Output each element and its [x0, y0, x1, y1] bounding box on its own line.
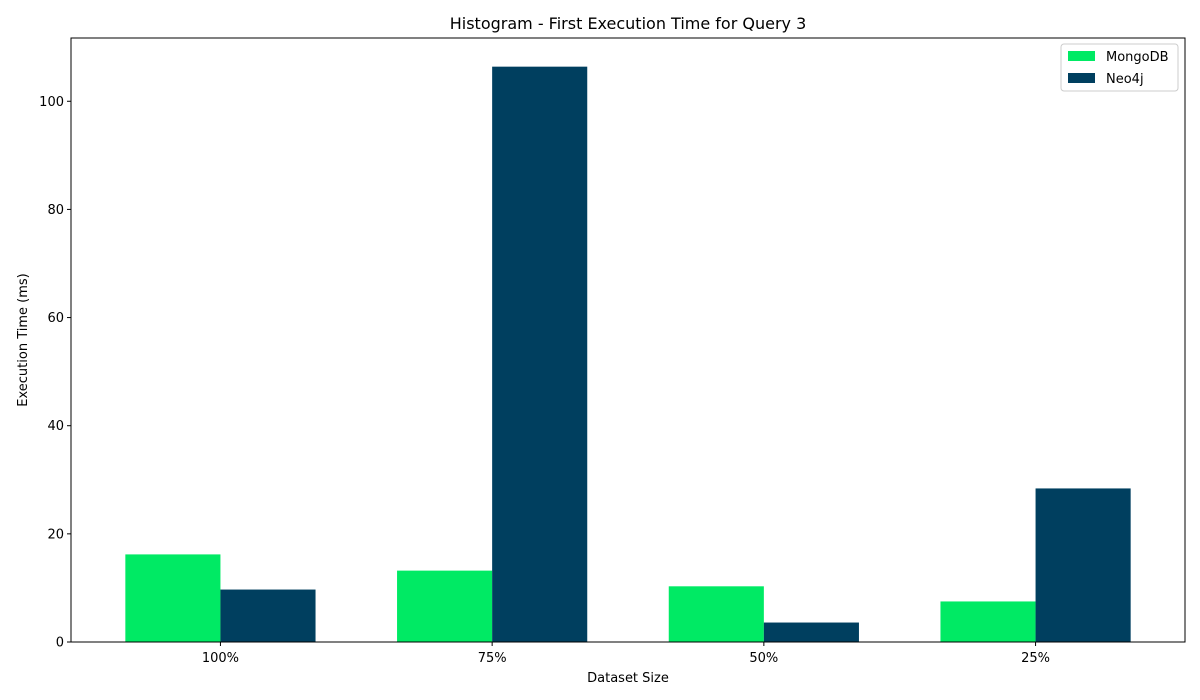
bar-mongodb-1: [397, 570, 493, 642]
bar-neo4j-3: [1035, 488, 1131, 642]
x-tick-label: 50%: [749, 651, 778, 666]
legend: MongoDB Neo4j: [1060, 43, 1179, 92]
x-tick-label: 25%: [1021, 651, 1050, 666]
y-axis: 0 20 40 60 80 100: [39, 95, 71, 651]
plot-frame: [70, 37, 1186, 643]
x-tick-label: 75%: [478, 651, 507, 666]
bar-mongodb-3: [940, 601, 1036, 642]
bar-neo4j-2: [763, 622, 859, 642]
x-axis: 100% 75% 50% 25%: [202, 642, 1050, 666]
legend-label-neo4j: Neo4j: [1106, 72, 1144, 87]
legend-swatch-neo4j: [1068, 73, 1095, 83]
y-axis-label: Execution Time (ms): [16, 273, 31, 406]
y-tick-label: 60: [47, 311, 64, 326]
bar-neo4j-1: [492, 66, 588, 642]
y-tick-label: 20: [47, 527, 64, 542]
y-tick-label: 0: [56, 636, 64, 651]
bar-mongodb-2: [668, 586, 764, 642]
bar-mongodb-0: [125, 554, 221, 642]
bar-neo4j-0: [220, 589, 316, 642]
x-tick-label: 100%: [202, 651, 239, 666]
bars-layer: [125, 66, 1131, 642]
chart-title: Histogram - First Execution Time for Que…: [450, 14, 807, 33]
y-tick-label: 80: [47, 203, 64, 218]
legend-swatch-mongodb: [1068, 51, 1095, 61]
x-axis-label: Dataset Size: [587, 671, 669, 686]
y-tick-label: 40: [47, 419, 64, 434]
y-tick-label: 100: [39, 95, 64, 110]
legend-label-mongodb: MongoDB: [1106, 50, 1169, 65]
